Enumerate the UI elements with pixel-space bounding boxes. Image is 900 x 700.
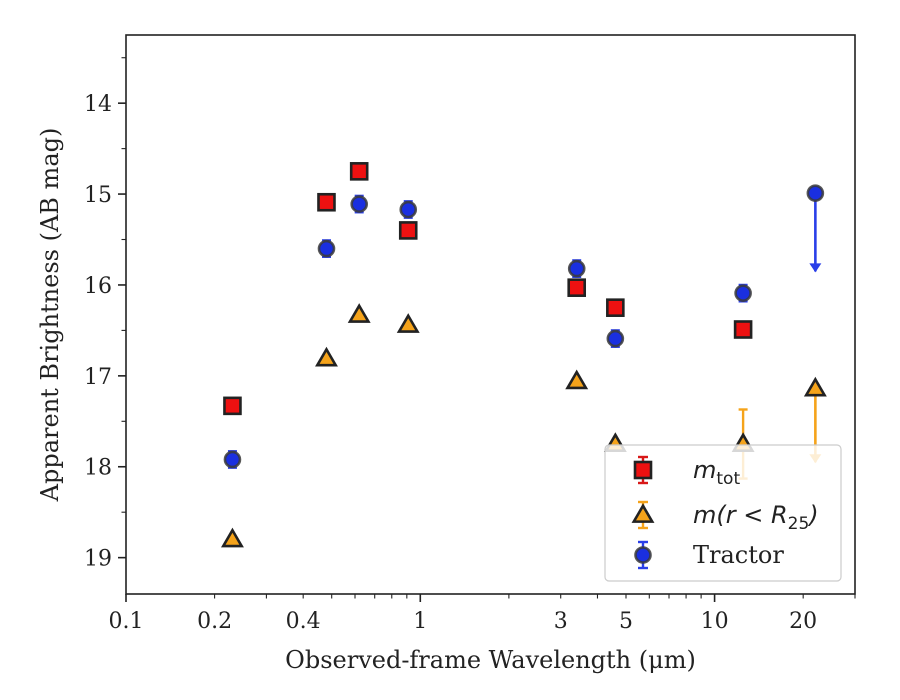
data-point [567, 259, 586, 278]
x-tick-label: 20 [789, 609, 817, 634]
plot-frame [125, 34, 856, 595]
legend-item-tractor: Tractor [634, 540, 784, 570]
plot-marks [220, 162, 827, 548]
series-tractor [223, 184, 825, 469]
legend-marker [634, 546, 652, 564]
legend-box [604, 444, 842, 582]
data-point [315, 346, 338, 367]
x-axis-label: Observed-frame Wavelength (μm) [285, 646, 696, 674]
series-mtot [223, 162, 753, 416]
data-point [317, 192, 336, 212]
legend-item-mtot: mtot [633, 455, 740, 489]
x-tick-label: 0.2 [197, 609, 232, 634]
y-tick-label: 17 [84, 365, 112, 390]
x-tick-label: 3 [554, 609, 568, 634]
data-point [350, 195, 368, 213]
legend-marker [633, 460, 653, 480]
x-tick-label: 5 [619, 609, 633, 634]
y-tick-label: 18 [84, 456, 112, 481]
limit-arrow-head [809, 263, 822, 273]
data-point [396, 313, 420, 333]
data-point [567, 278, 587, 297]
legend-label: mtot [693, 456, 740, 489]
legend-label-main: m [693, 456, 716, 484]
data-point [803, 376, 827, 397]
data-point [565, 369, 589, 390]
x-tick-label: 1 [413, 609, 427, 634]
legend-label-subscript: 25 [788, 514, 810, 534]
x-tick-label: 10 [701, 609, 729, 634]
legend-label-subscript: tot [716, 469, 740, 489]
legend: mtot m(r < R25) Tractor [604, 444, 842, 582]
y-tick-label: 14 [84, 92, 112, 117]
data-point [734, 284, 752, 302]
x-tick-label: 0.4 [286, 609, 321, 634]
data-point [317, 239, 336, 258]
data-point [349, 162, 369, 181]
data-point [606, 329, 625, 348]
x-axis: 0.1 0.2 0.4 1 3 5 10 20 [109, 594, 856, 634]
legend-label-tail: ) [807, 501, 818, 529]
legend-marker [631, 503, 655, 523]
legend-label: m(r < R25) [693, 501, 819, 534]
y-tick-label: 15 [84, 183, 112, 208]
data-point [220, 527, 244, 548]
y-axis-label: Apparent Brightness (AB mag) [36, 128, 64, 503]
y-axis: 14 15 16 17 18 19 [84, 57, 126, 572]
x-tick-label: 0.1 [109, 609, 144, 634]
data-point [398, 221, 418, 240]
y-tick-label: 16 [84, 274, 112, 299]
data-point [399, 200, 418, 219]
y-tick-label: 19 [84, 547, 112, 572]
data-point [347, 303, 371, 323]
data-point [223, 450, 242, 469]
data-point [733, 320, 753, 339]
legend-item-mR25: m(r < R25) [631, 500, 819, 534]
legend-label-main: m(r < R [693, 501, 788, 529]
data-point [223, 396, 242, 416]
data-point [806, 184, 825, 202]
data-point [606, 298, 625, 317]
legend-label: Tractor [693, 541, 784, 569]
